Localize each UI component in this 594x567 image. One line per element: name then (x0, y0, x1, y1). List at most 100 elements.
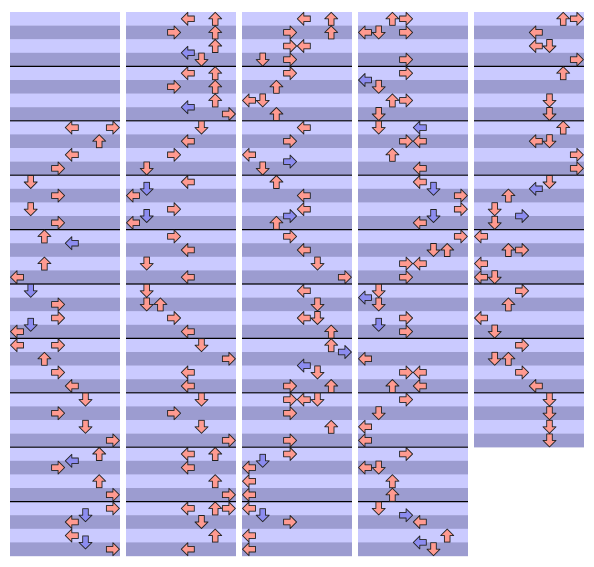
beat-stripe (126, 52, 236, 67)
beat-stripe (126, 256, 236, 271)
arrow-note (242, 501, 256, 516)
arrow-note (139, 161, 154, 176)
beat-stripe (126, 107, 236, 121)
arrow-note (167, 79, 182, 94)
arrow-note (515, 243, 530, 257)
arrow-note (37, 229, 52, 244)
beat-stripe (358, 420, 468, 434)
arrow-note (542, 107, 557, 121)
arrow-note (283, 515, 298, 529)
arrow-note (385, 487, 400, 502)
beat-stripe (10, 12, 120, 26)
beat-stripe (358, 542, 468, 557)
beat-stripe (358, 406, 468, 421)
beat-stripe (358, 243, 468, 257)
beat-stripe (242, 542, 352, 557)
arrow-note (296, 11, 311, 26)
arrow-note (542, 39, 557, 53)
arrow-note (296, 188, 311, 203)
arrow-note (242, 487, 256, 502)
arrow-note (283, 229, 298, 244)
arrow-note (385, 11, 400, 26)
beat-stripe (10, 324, 120, 339)
arrow-note (569, 161, 584, 176)
arrow-note (255, 453, 270, 468)
arrow-note (358, 290, 372, 305)
arrow-note (371, 501, 386, 516)
arrow-note (542, 134, 557, 149)
arrow-note (399, 25, 414, 40)
arrow-note (453, 229, 468, 244)
arrow-note (399, 324, 414, 339)
arrow-note (385, 379, 400, 393)
arrow-note (487, 270, 502, 285)
arrow-note (283, 39, 298, 53)
beat-stripe (358, 338, 468, 353)
arrow-note (296, 392, 311, 407)
arrow-note (37, 256, 52, 271)
arrow-note (399, 365, 414, 380)
arrow-note (556, 66, 571, 81)
beat-stripe (358, 460, 468, 475)
arrow-note (208, 66, 223, 81)
arrow-note (515, 209, 530, 223)
arrow-note (310, 256, 325, 271)
arrow-note (296, 243, 311, 257)
arrow-note (78, 419, 93, 434)
beat-stripe (474, 80, 584, 94)
beat-stripe (10, 420, 120, 434)
arrow-note (208, 447, 223, 461)
arrow-note (180, 542, 195, 557)
arrow-note (412, 215, 427, 230)
arrow-note (221, 487, 236, 502)
arrow-note (453, 202, 468, 217)
arrow-note (324, 25, 339, 40)
beat-stripe (10, 352, 120, 366)
arrow-note (324, 324, 339, 339)
arrow-note (37, 351, 52, 366)
beat-stripe (242, 528, 352, 543)
chart-column (242, 11, 352, 557)
beat-stripe (242, 270, 352, 285)
arrow-note (515, 283, 530, 298)
beat-stripe (242, 256, 352, 271)
arrow-note (283, 392, 298, 407)
beat-stripe (242, 107, 352, 121)
arrow-note (180, 460, 195, 475)
arrow-note (194, 419, 209, 434)
arrow-note (10, 338, 24, 353)
arrow-note (23, 317, 38, 332)
arrow-note (51, 188, 66, 203)
arrow-note (180, 501, 195, 516)
arrow-note (399, 311, 414, 325)
arrow-note (78, 392, 93, 407)
arrow-note (64, 379, 79, 393)
beat-stripe (242, 338, 352, 353)
arrow-note (194, 52, 209, 67)
arrow-note (167, 406, 182, 421)
arrow-note (412, 379, 427, 393)
arrow-note (371, 283, 386, 298)
beat-stripe (242, 80, 352, 94)
arrow-note (167, 25, 182, 40)
arrow-note (371, 107, 386, 121)
arrow-note (180, 100, 195, 115)
arrow-note (528, 25, 543, 40)
arrow-note (371, 297, 386, 312)
beat-stripe (10, 134, 120, 149)
arrow-note (474, 311, 488, 325)
arrow-note (542, 419, 557, 434)
arrow-note (194, 120, 209, 135)
arrow-note (242, 474, 256, 489)
arrow-note (501, 243, 516, 257)
arrow-note (385, 93, 400, 108)
arrow-note (283, 134, 298, 149)
arrow-note (139, 181, 154, 196)
arrow-note (180, 365, 195, 380)
beat-stripe (474, 107, 584, 121)
arrow-note (412, 161, 427, 176)
arrow-note (139, 209, 154, 223)
beat-stripe (242, 501, 352, 516)
beat-stripe (358, 229, 468, 244)
arrow-note (296, 39, 311, 53)
